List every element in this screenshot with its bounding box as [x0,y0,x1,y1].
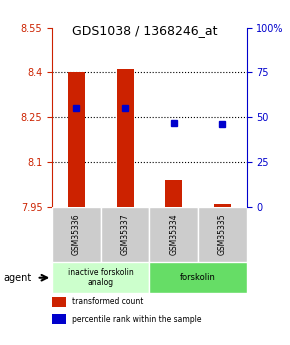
Text: inactive forskolin
analog: inactive forskolin analog [68,268,134,287]
Bar [68,72,85,207]
Text: GSM35335: GSM35335 [218,214,227,255]
Bar [52,314,66,324]
FancyBboxPatch shape [52,207,101,262]
FancyBboxPatch shape [149,207,198,262]
Bar [165,180,182,207]
Text: GDS1038 / 1368246_at: GDS1038 / 1368246_at [72,24,218,37]
Text: GSM35337: GSM35337 [121,214,130,255]
FancyBboxPatch shape [52,262,149,293]
FancyBboxPatch shape [101,207,149,262]
Text: transformed count: transformed count [72,297,143,306]
Bar [214,204,231,207]
Text: percentile rank within the sample: percentile rank within the sample [72,315,201,324]
Bar [52,297,66,307]
Text: agent: agent [3,273,31,283]
Bar [117,69,134,207]
Text: GSM35336: GSM35336 [72,214,81,255]
FancyBboxPatch shape [198,207,246,262]
Text: forskolin: forskolin [180,273,216,282]
FancyBboxPatch shape [149,262,246,293]
Text: GSM35334: GSM35334 [169,214,178,255]
